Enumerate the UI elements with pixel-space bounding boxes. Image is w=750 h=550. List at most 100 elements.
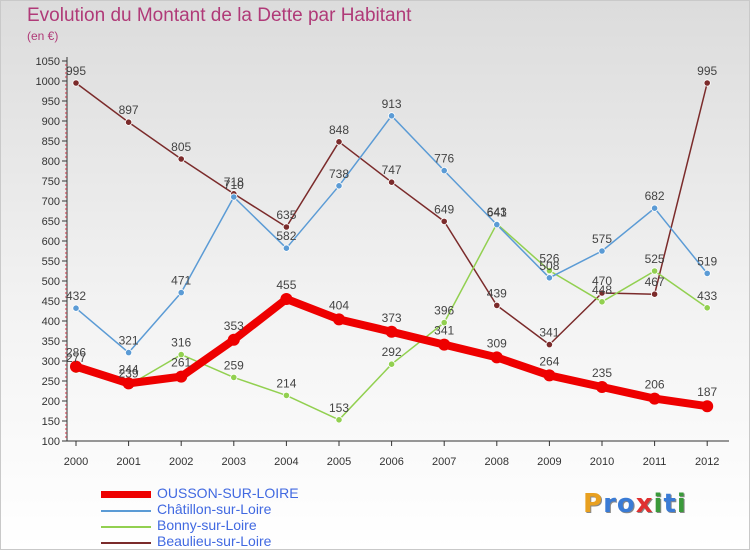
data-label: 321 — [119, 334, 139, 348]
x-tick-label: 2010 — [590, 456, 614, 468]
data-point — [493, 301, 501, 309]
data-point — [177, 288, 185, 297]
data-label: 575 — [592, 232, 612, 246]
data-point — [701, 400, 714, 413]
data-label: 897 — [119, 103, 139, 117]
series-lines — [70, 79, 714, 424]
logo-letter: r — [603, 489, 617, 519]
y-tick-label: 300 — [42, 356, 60, 368]
data-point — [335, 182, 343, 190]
data-point — [703, 79, 711, 87]
data-label: 519 — [697, 254, 717, 268]
data-point — [125, 118, 133, 126]
x-tick-label: 2006 — [379, 456, 403, 468]
data-point — [282, 223, 290, 231]
data-point — [230, 193, 238, 201]
data-label: 277 — [66, 351, 86, 365]
logo-letter: x — [635, 489, 654, 519]
y-tick-label: 500 — [42, 276, 60, 288]
x-tick-label: 2007 — [432, 456, 456, 468]
data-point — [440, 167, 448, 175]
data-label: 747 — [382, 163, 402, 177]
logo-letter: o — [616, 489, 636, 519]
legend-swatch-1 — [101, 510, 151, 512]
data-label: 805 — [171, 140, 191, 154]
data-point — [545, 274, 554, 282]
chart-subtitle: (en €) — [27, 29, 59, 43]
data-point — [703, 304, 711, 312]
data-label: 286 — [66, 346, 86, 360]
data-label: 433 — [697, 289, 717, 303]
data-point — [385, 325, 398, 338]
data-label: 471 — [171, 274, 191, 288]
data-point — [280, 293, 293, 305]
legend-swatch-2 — [101, 526, 151, 528]
data-point — [493, 221, 501, 229]
y-tick-label: 450 — [42, 296, 60, 308]
data-point — [175, 370, 188, 383]
y-tick-label: 800 — [42, 156, 60, 168]
data-point — [490, 351, 503, 364]
data-point — [177, 350, 185, 359]
y-tick-label: 850 — [42, 136, 60, 148]
data-point — [387, 112, 396, 120]
data-point — [543, 369, 556, 382]
y-tick-label: 200 — [42, 396, 60, 408]
data-point — [440, 318, 448, 327]
data-label: 682 — [645, 189, 665, 203]
legend-label-1: Châtillon-sur-Loire — [157, 501, 272, 517]
y-tick-label: 350 — [42, 336, 60, 348]
y-tick-label: 100 — [42, 436, 60, 448]
data-label: 261 — [171, 356, 191, 370]
data-point — [282, 391, 290, 399]
data-point — [650, 204, 659, 212]
y-tick-label: 950 — [42, 96, 60, 108]
data-label: 848 — [329, 123, 349, 137]
data-point — [282, 244, 290, 252]
x-tick-label: 2005 — [327, 456, 351, 468]
data-label: 341 — [539, 326, 559, 340]
data-point — [545, 340, 554, 349]
y-tick-label: 1050 — [36, 56, 60, 68]
data-label: 292 — [382, 345, 402, 359]
data-label: 316 — [171, 336, 191, 350]
x-tick-label: 2012 — [695, 456, 719, 468]
data-label: 467 — [645, 275, 665, 289]
data-point — [545, 266, 554, 275]
data-label: 738 — [329, 167, 349, 181]
logo-letter: i — [676, 489, 687, 519]
data-label: 649 — [434, 202, 454, 216]
legend-label-0: OUSSON-SUR-LOIRE — [157, 485, 299, 501]
x-tick-label: 2004 — [274, 456, 298, 468]
x-tick-label: 2009 — [537, 456, 561, 468]
logo-letter: t — [663, 489, 677, 519]
data-point — [230, 373, 238, 381]
data-label: 995 — [697, 64, 717, 78]
axes: 100 150 200 250 300 350 400 450 500 550 600 650 700 7… — [36, 56, 729, 468]
data-point — [335, 138, 343, 146]
data-point — [72, 79, 80, 87]
data-point — [596, 381, 608, 393]
data-label: 404 — [329, 298, 349, 312]
data-label: 470 — [592, 274, 612, 288]
data-point — [648, 392, 661, 405]
y-tick-label: 150 — [42, 416, 60, 428]
data-label: 455 — [276, 278, 296, 292]
x-tick-label: 2002 — [169, 456, 193, 468]
data-point — [177, 155, 185, 163]
data-label: 718 — [224, 175, 244, 189]
data-point — [227, 333, 240, 346]
data-label: 309 — [487, 336, 507, 350]
data-label: 776 — [434, 152, 454, 166]
data-point — [125, 348, 133, 357]
data-label: 710 — [224, 178, 244, 192]
data-point — [598, 289, 606, 297]
data-label: 187 — [697, 385, 717, 399]
y-tick-label: 400 — [42, 316, 60, 328]
data-label: 264 — [539, 354, 559, 368]
y-tick-label: 700 — [42, 196, 60, 208]
proxiti-logo: Proxiti — [583, 489, 687, 519]
data-label: 244 — [119, 362, 139, 376]
data-point — [650, 290, 659, 298]
